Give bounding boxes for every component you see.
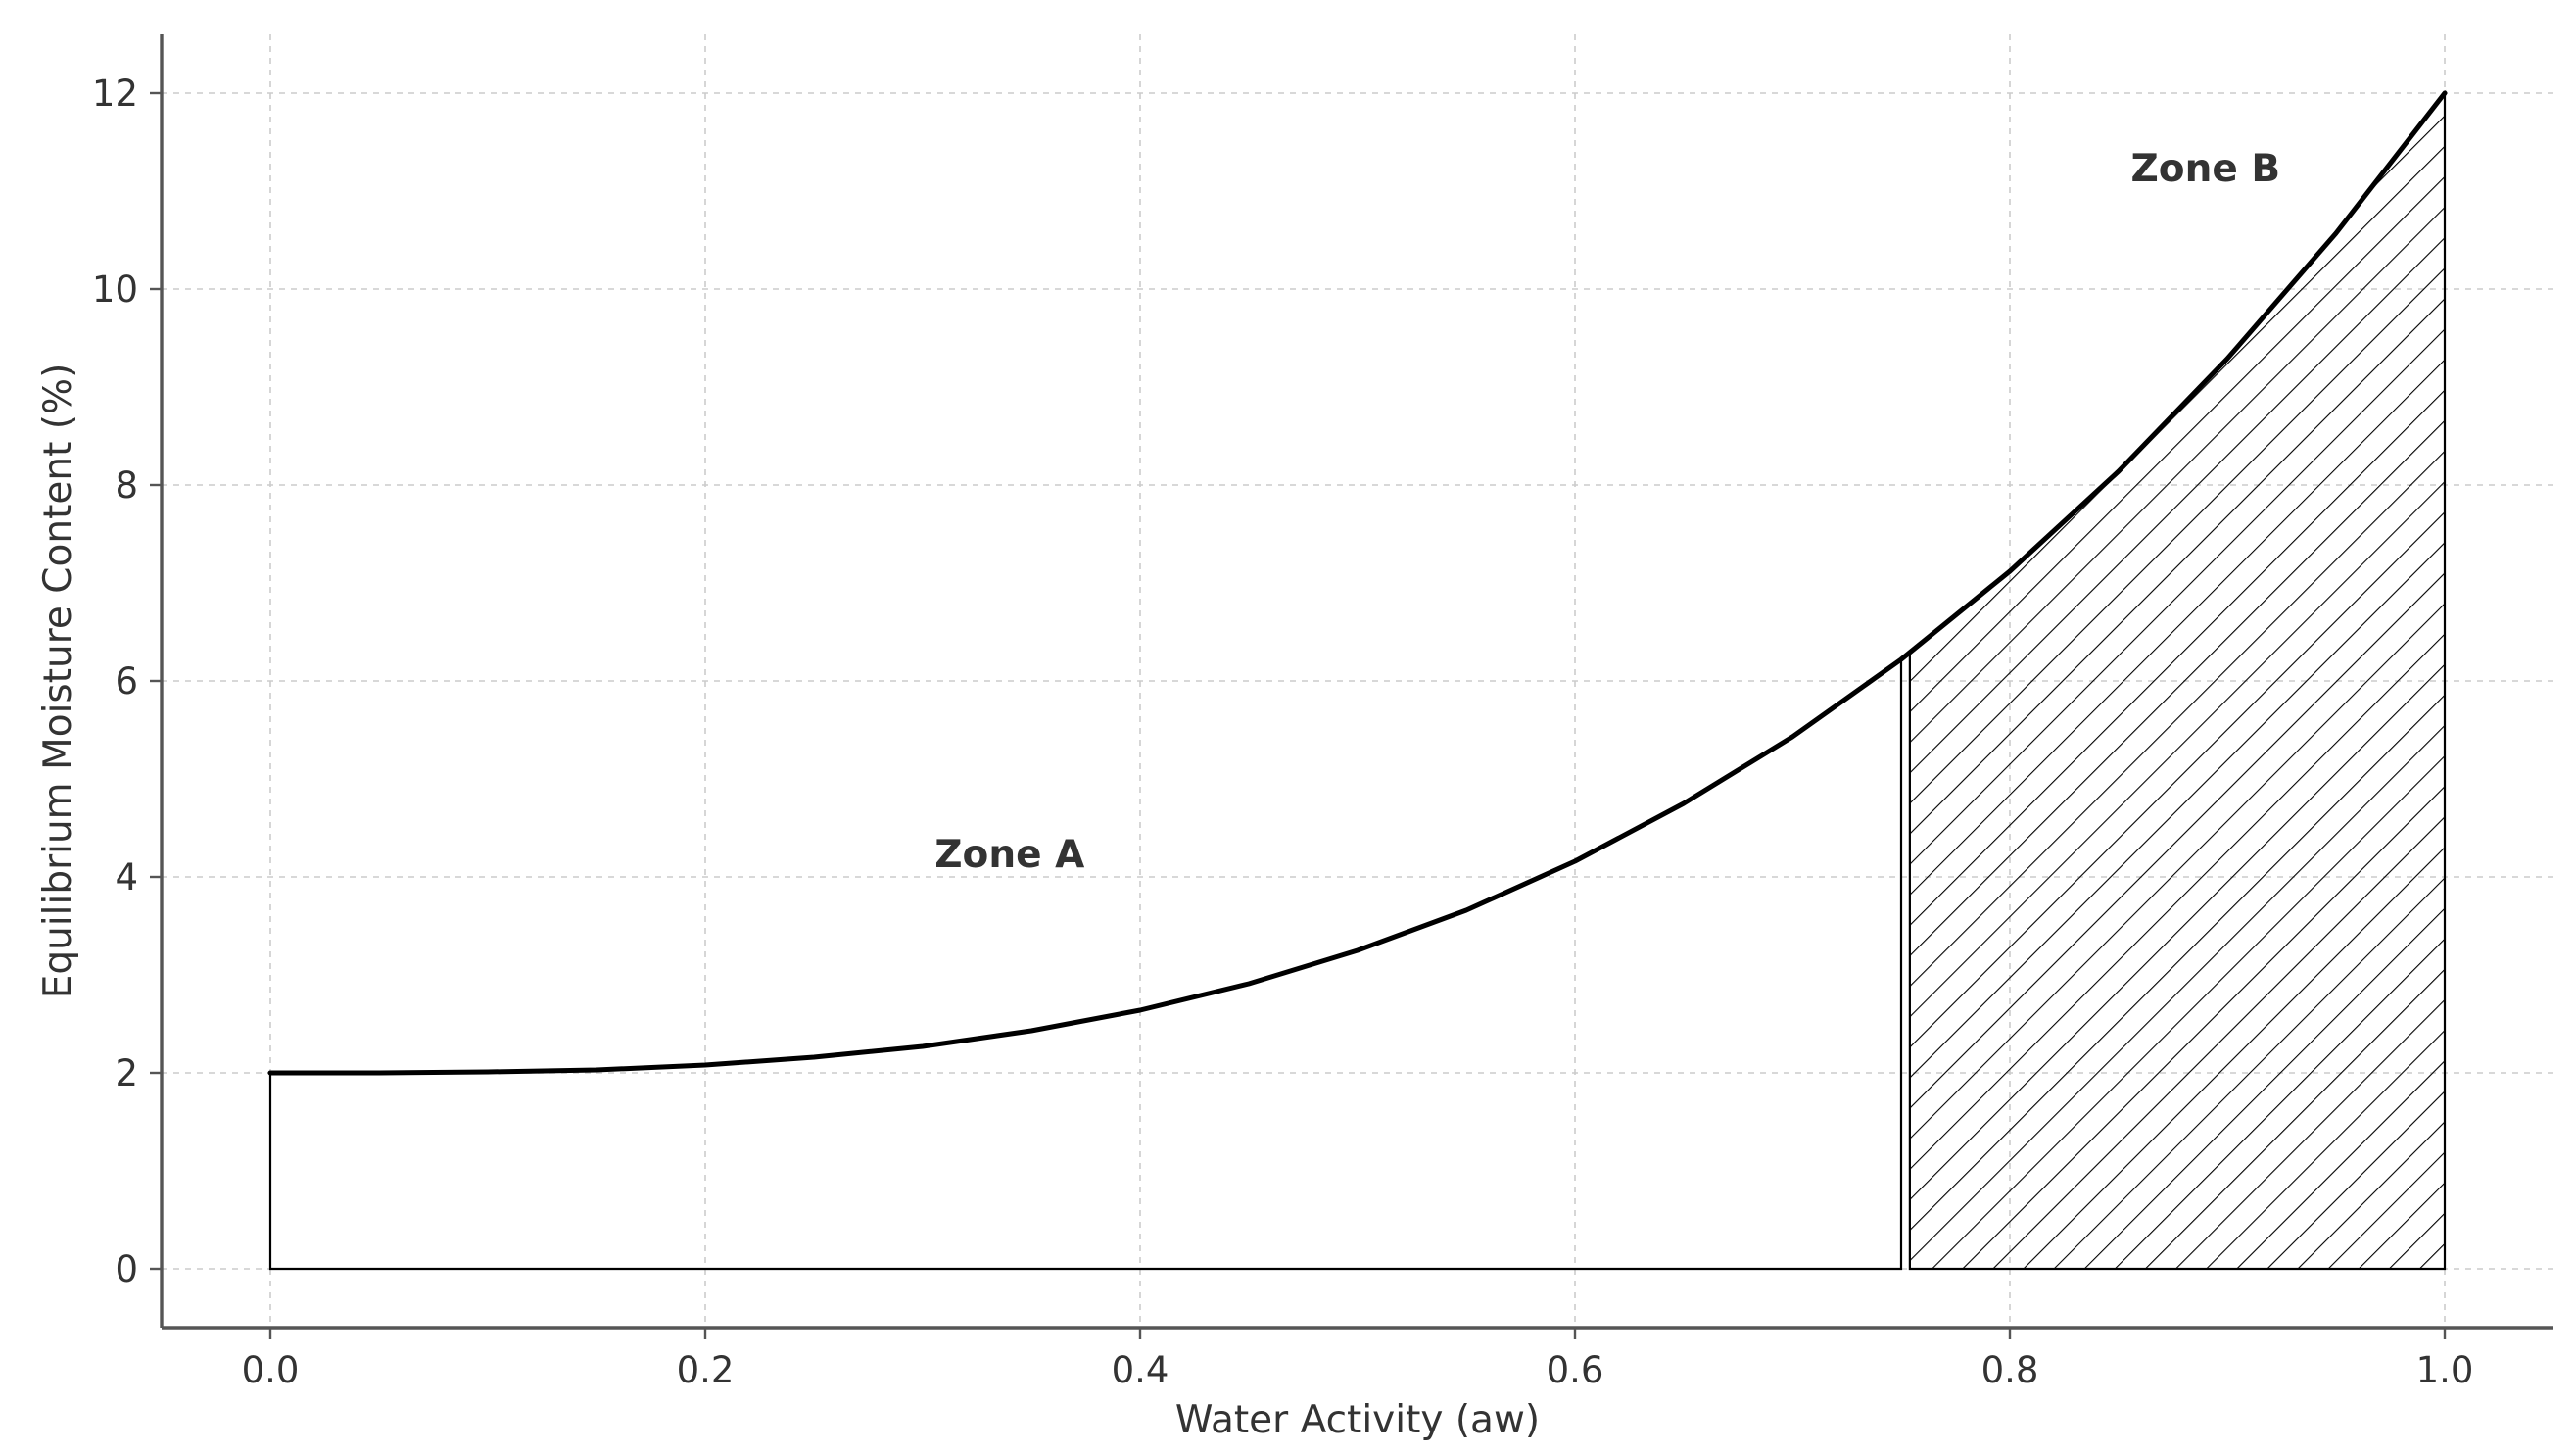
x-tick-label-2: 0.4 [1112,1349,1169,1391]
x-tick-label-0: 0.0 [242,1349,300,1391]
x-axis-label: Water Activity (aw) [1175,1398,1540,1442]
x-tick-label-5: 1.0 [2416,1349,2474,1391]
region-zone-a [268,656,1903,1271]
region-zone-b [1908,89,2447,1271]
x-tick-label-3: 0.6 [1547,1349,1604,1391]
y-tick-label-2: 4 [115,856,138,898]
y-tick-label-4: 8 [115,464,138,507]
zone-b-label: Zone B [2131,147,2281,191]
zone-a-label: Zone A [934,833,1084,877]
y-tick-label-3: 6 [115,660,138,703]
x-axis-ticks: 0.0 0.2 0.4 0.6 0.8 1.0 [242,1328,2474,1391]
moisture-curve [267,90,2448,1076]
y-tick-label-6: 12 [92,73,138,115]
y-tick-label-0: 0 [115,1248,138,1290]
y-tick-label-1: 2 [115,1052,138,1094]
y-tick-label-5: 10 [92,268,138,311]
y-axis-label: Equilibrium Moisture Content (%) [36,364,80,999]
x-tick-label-4: 0.8 [1981,1349,2039,1391]
y-axis-ticks: 0 2 4 6 8 10 12 [92,73,162,1290]
x-tick-label-1: 0.2 [677,1349,735,1391]
